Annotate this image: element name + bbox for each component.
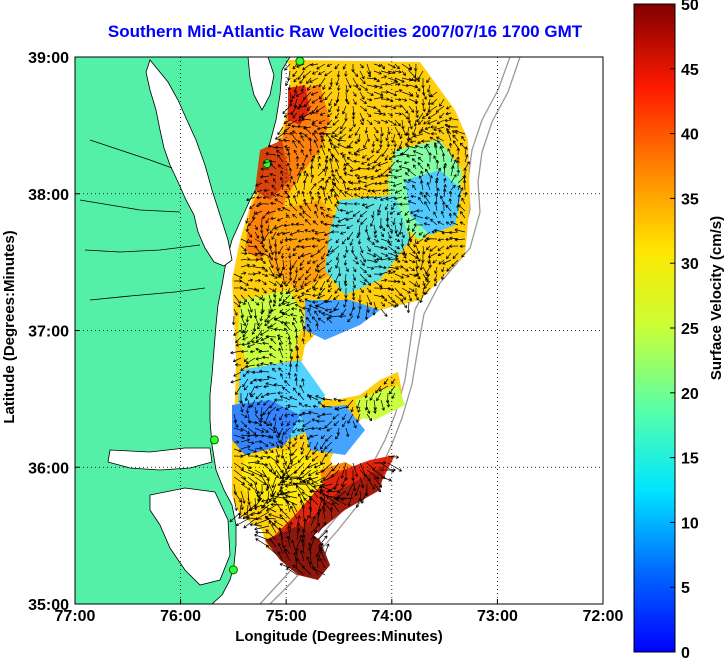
colorbar-tick-label: 20 bbox=[681, 386, 699, 403]
x-axis-ticks: 77:00 76:00 75:00 74:00 73:00 72:00 bbox=[55, 599, 624, 625]
radar-station bbox=[209, 435, 219, 445]
y-tick-label: 36:00 bbox=[28, 460, 69, 477]
x-tick-label: 76:00 bbox=[160, 608, 201, 625]
x-tick-label: 77:00 bbox=[55, 608, 96, 625]
y-tick-label: 38:00 bbox=[28, 187, 69, 204]
colorbar-tick-label: 25 bbox=[681, 321, 699, 338]
x-tick-label: 73:00 bbox=[477, 608, 518, 625]
colorbar bbox=[633, 3, 676, 653]
bathymetry-contour bbox=[259, 57, 511, 604]
colorbar-tick-label: 40 bbox=[681, 127, 699, 144]
pamlico-sound bbox=[149, 487, 231, 586]
colorbar-tick-label: 45 bbox=[681, 62, 699, 79]
velocity-field bbox=[232, 60, 470, 580]
colorbar-tick-label: 30 bbox=[681, 256, 699, 273]
colorbar-tick-label: 35 bbox=[681, 191, 699, 208]
colorbar-tick-label: 10 bbox=[681, 515, 699, 532]
velocity-vectors bbox=[229, 63, 470, 576]
radar-station bbox=[295, 57, 305, 66]
grid-lines bbox=[75, 57, 603, 604]
radar-station bbox=[228, 565, 238, 575]
river bbox=[79, 199, 181, 213]
colorbar-tick-label: 15 bbox=[681, 451, 699, 468]
velocity-vector-arrows bbox=[229, 63, 470, 576]
colorbar-tick-label: 0 bbox=[681, 645, 690, 659]
chesapeake-bay bbox=[145, 59, 233, 267]
x-axis-title: Longitude (Degrees:Minutes) bbox=[235, 628, 443, 645]
y-axis-ticks: 39:00 38:00 37:00 36:00 35:00 bbox=[28, 50, 80, 614]
delaware-bay bbox=[247, 57, 275, 111]
map-title: Southern Mid-Atlantic Raw Velocities 200… bbox=[107, 22, 583, 41]
y-tick-label: 39:00 bbox=[28, 50, 69, 67]
albemarle-sound bbox=[107, 447, 213, 471]
river bbox=[84, 244, 201, 253]
x-tick-label: 74:00 bbox=[371, 608, 412, 625]
y-tick-label: 35:00 bbox=[28, 597, 69, 614]
y-axis-title: Latitude (Degrees:Minutes) bbox=[1, 230, 18, 423]
colorbar-label: Surface Velocity (cm/s) bbox=[708, 216, 724, 380]
x-tick-label: 72:00 bbox=[583, 608, 624, 625]
bathymetry-contour bbox=[269, 57, 521, 604]
river bbox=[89, 287, 206, 301]
y-tick-label: 37:00 bbox=[28, 324, 69, 341]
river bbox=[89, 139, 173, 169]
colorbar-tick-label: 50 bbox=[681, 0, 699, 14]
x-tick-label: 75:00 bbox=[266, 608, 307, 625]
colorbar-tick-label: 5 bbox=[681, 580, 690, 597]
